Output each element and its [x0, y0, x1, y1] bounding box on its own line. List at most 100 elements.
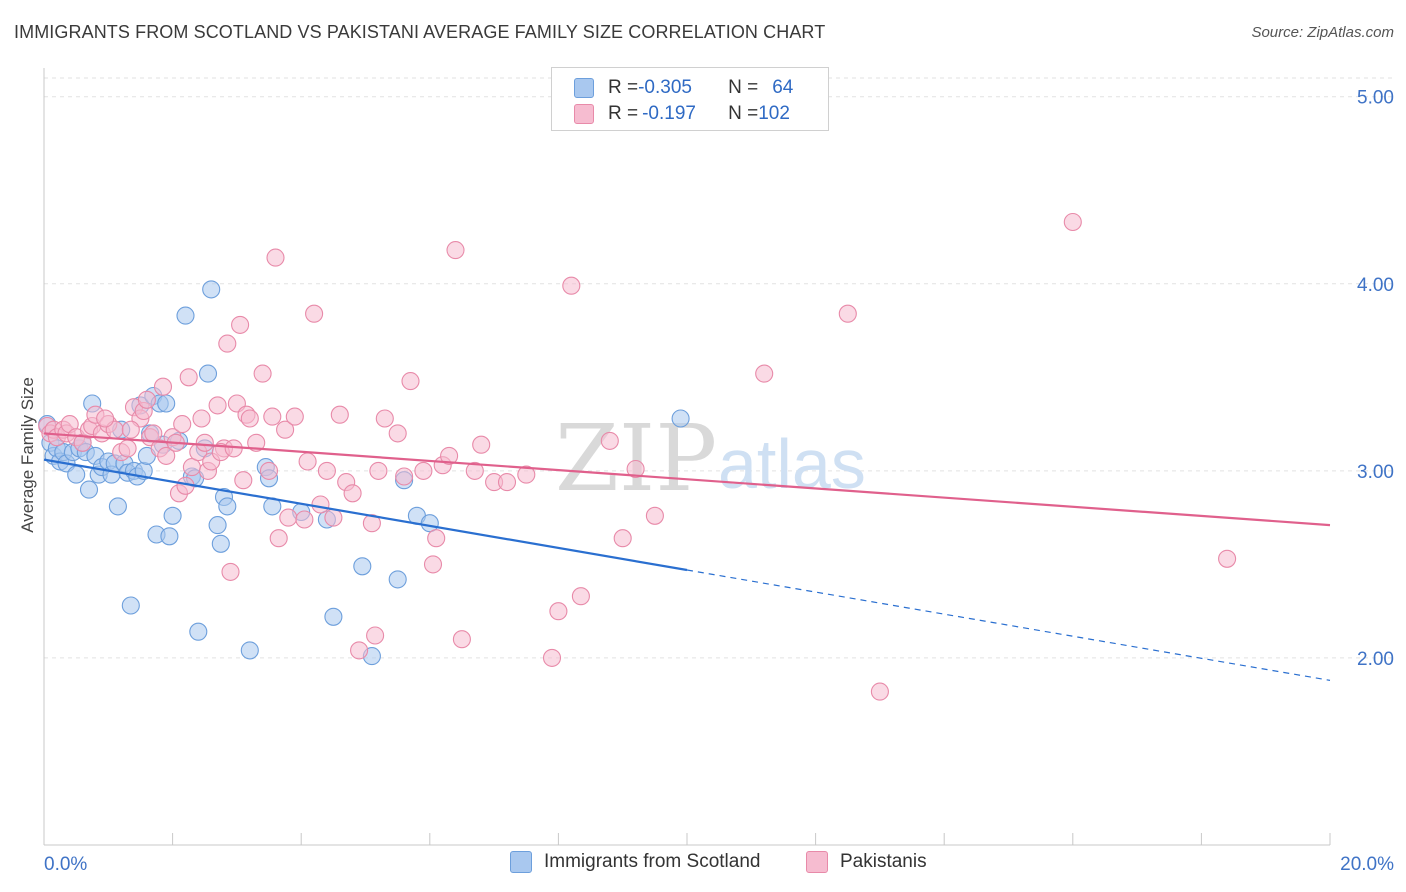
- pakistani-point: [626, 459, 645, 479]
- pakistani-point: [276, 420, 295, 439]
- pakistani-point: [542, 648, 562, 667]
- pakistani-point: [452, 630, 471, 649]
- series-label-pakistanis: Pakistanis: [840, 851, 927, 872]
- scotland-point: [121, 596, 140, 615]
- series-swatch-scotland: [510, 851, 532, 873]
- x-tick-labels: 0.0% 20.0%: [44, 854, 1394, 875]
- scotland-point: [211, 534, 230, 553]
- pakistani-point: [266, 248, 285, 267]
- y-tick-label: 4.00: [1357, 275, 1394, 296]
- pakistani-point: [157, 446, 176, 465]
- pakistani-point: [1218, 549, 1237, 568]
- pakistani-point: [195, 433, 214, 452]
- pakistani-point: [472, 435, 491, 454]
- scotland-point: [160, 527, 179, 546]
- pakistani-point: [375, 409, 394, 428]
- scotland-point: [189, 622, 208, 641]
- pakistani-point: [317, 461, 336, 480]
- pakistani-point: [388, 424, 407, 443]
- pakistani-point: [221, 562, 240, 581]
- pakistani-point: [366, 626, 385, 645]
- scotland-point: [198, 364, 218, 383]
- legend-row-scotland: R = -0.305 N = 64: [574, 76, 793, 100]
- pakistani-point: [279, 508, 298, 527]
- scotland-point: [353, 557, 372, 576]
- stats-legend: R = -0.305 N = 64 R = -0.197 N = 102: [551, 67, 829, 131]
- pakistani-point: [269, 529, 288, 548]
- legend-n-label: N =: [728, 103, 759, 124]
- pakistani-point: [613, 529, 632, 548]
- series-legend-scotland: Immigrants from Scotland: [510, 851, 760, 873]
- pakistani-point: [121, 420, 140, 439]
- legend-r-label: R =: [608, 77, 639, 98]
- pakistani-point: [179, 368, 198, 387]
- series-legend: Immigrants from Scotland Pakistanis: [0, 851, 1406, 879]
- scotland-trend-line: [43, 458, 688, 572]
- pakistani-point: [311, 495, 330, 514]
- pakistani-point: [153, 377, 173, 396]
- pakistani-point: [259, 461, 279, 480]
- series-swatch-pakistanis: [806, 851, 828, 873]
- pakistani-point: [192, 409, 211, 428]
- pakistani-point: [423, 555, 443, 574]
- scotland-point: [176, 306, 195, 325]
- pakistani-point: [755, 364, 774, 383]
- legend-r-value: -0.197: [642, 103, 696, 124]
- scotland-point: [202, 280, 221, 299]
- pakistani-point: [182, 458, 201, 477]
- x-tick-label: 0.0%: [44, 854, 87, 875]
- pakistani-point: [645, 506, 664, 525]
- scotland-point: [108, 497, 127, 516]
- pakistani-point: [208, 396, 227, 415]
- pakistani-point: [324, 508, 343, 527]
- scotland-point: [157, 394, 176, 413]
- scotland-point: [388, 570, 407, 589]
- y-tick-label: 3.00: [1357, 462, 1394, 483]
- pakistani-point: [838, 304, 857, 323]
- pakistani-trend-line: [43, 432, 1331, 527]
- legend-r-value: -0.305: [638, 77, 692, 98]
- legend-swatch-pakistanis: [574, 104, 594, 124]
- pakistani-point: [343, 484, 362, 503]
- scotland-point: [218, 497, 237, 516]
- series-label-scotland: Immigrants from Scotland: [544, 851, 761, 872]
- watermark-zip: ZIP: [555, 405, 717, 512]
- legend-n-value: 102: [758, 103, 790, 124]
- pakistani-point: [562, 276, 581, 295]
- pakistani-point: [96, 409, 115, 428]
- pakistani-point: [247, 433, 266, 452]
- pakistani-point: [298, 452, 317, 471]
- pakistani-point: [571, 587, 590, 606]
- pakistani-point: [517, 465, 536, 484]
- pakistani-point: [395, 467, 414, 486]
- pakistani-point: [440, 446, 459, 465]
- pakistani-point: [218, 334, 237, 353]
- pakistani-point: [305, 304, 324, 323]
- pakistani-point: [350, 641, 369, 660]
- pakistani-point: [144, 424, 163, 443]
- pakistani-point: [600, 431, 619, 450]
- pakistani-point: [137, 390, 156, 409]
- grid-lines: [44, 77, 1394, 659]
- pakistani-point: [414, 461, 433, 480]
- pakistani-point: [497, 473, 517, 492]
- scotland-point: [79, 480, 99, 499]
- pakistani-point: [295, 510, 314, 529]
- data-points: [38, 212, 1237, 701]
- series-legend-pakistanis: Pakistanis: [806, 851, 927, 873]
- chart-title: IMMIGRANTS FROM SCOTLAND VS PAKISTANI AV…: [14, 22, 826, 42]
- scotland-point: [163, 506, 182, 525]
- y-tick-label: 2.00: [1357, 649, 1394, 670]
- scotland-point: [67, 465, 86, 484]
- pakistani-point: [253, 364, 272, 383]
- y-tick-label: 5.00: [1357, 88, 1394, 109]
- legend-n-value: 64: [772, 77, 794, 98]
- pakistani-point: [870, 682, 889, 701]
- pakistani-point: [446, 241, 465, 260]
- pakistani-point: [285, 407, 304, 426]
- source-credit: Source: ZipAtlas.com: [1251, 24, 1394, 41]
- scotland-point: [240, 641, 259, 660]
- axes: [43, 68, 1331, 846]
- pakistani-point: [231, 315, 250, 334]
- pakistani-point: [465, 461, 484, 480]
